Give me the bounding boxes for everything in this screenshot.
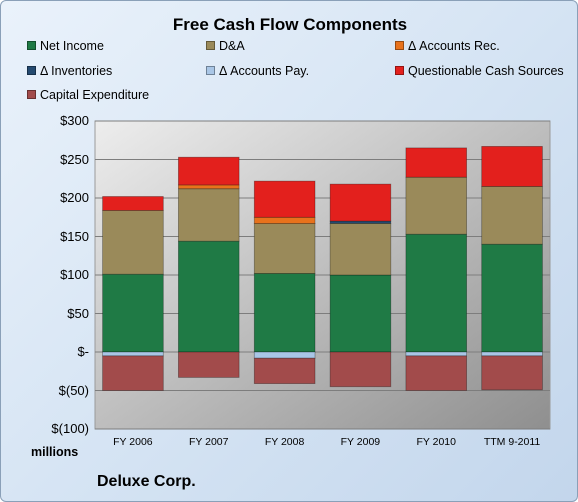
y-tick-label: $150 [60, 228, 89, 244]
bar-segment [177, 188, 240, 242]
bars [102, 145, 543, 391]
legend-label: Δ Accounts Rec. [408, 39, 500, 53]
y-tick-label: $(100) [51, 421, 89, 436]
bar-segment [329, 183, 392, 222]
legend-item: Net Income [27, 39, 104, 53]
x-tick-label: FY 2007 [188, 436, 229, 448]
bar-segment [405, 176, 467, 235]
bar-segment [102, 273, 164, 353]
legend-item: Questionable Cash Sources [395, 64, 564, 78]
y-tick-label: $200 [60, 190, 89, 205]
bar-segment [481, 145, 543, 187]
legend-item: Capital Expenditure [27, 88, 149, 102]
bar-segment [405, 351, 467, 357]
bar-segment [177, 156, 240, 186]
legend-item: Δ Accounts Rec. [395, 39, 500, 53]
y-tick-label: $(50) [58, 382, 89, 398]
legend-item: Δ Accounts Pay. [206, 64, 309, 78]
bar-segment [102, 355, 164, 391]
legend-label: D&A [219, 39, 245, 53]
bar-segment [329, 274, 392, 353]
legend-label: Questionable Cash Sources [408, 64, 564, 78]
units-label: millions [31, 445, 79, 459]
bar-segment [405, 233, 467, 353]
bar-segment [102, 196, 164, 211]
bar-segment [405, 147, 467, 178]
bar-segment [253, 351, 316, 359]
bar-segment [481, 355, 543, 391]
bar-segment [253, 216, 316, 224]
bar-segment [481, 185, 543, 245]
chart-title: Free Cash Flow Components [172, 15, 408, 34]
legend-label: Net Income [40, 39, 104, 53]
bar-segment [177, 184, 240, 190]
legend-swatch [27, 90, 36, 99]
legend-item: D&A [206, 39, 245, 53]
legend-label: Δ Accounts Pay. [219, 64, 310, 78]
y-tick-label: $250 [60, 151, 89, 167]
legend-swatch [395, 41, 404, 50]
legend-label: Δ Inventories [40, 64, 113, 78]
bar-segment [102, 209, 164, 275]
bar-segment [481, 351, 543, 357]
x-tick-label: TTM 9-2011 [483, 436, 541, 448]
legend-item: Δ Inventories [27, 64, 112, 78]
y-tick-label: $100 [60, 267, 89, 282]
legend-swatch [395, 66, 404, 75]
bar-segment [253, 357, 316, 385]
legend-swatch [27, 66, 36, 75]
bar-segment [253, 273, 316, 353]
x-tick-label: FY 2009 [340, 436, 381, 448]
bar-segment [253, 180, 316, 218]
company-label: Deluxe Corp. [97, 473, 196, 490]
legend-swatch [27, 41, 36, 50]
x-tick-label: FY 2008 [264, 436, 305, 448]
bar-segment [253, 222, 316, 274]
x-tick-label: FY 2010 [416, 436, 456, 448]
bar-segment [102, 351, 164, 357]
bar-segment [405, 355, 467, 391]
legend-swatch [206, 41, 215, 50]
bar-segment [481, 243, 543, 353]
y-tick-label: $- [77, 344, 89, 359]
bar-segment [329, 351, 392, 388]
legend-swatch [206, 66, 215, 75]
bar-segment [177, 240, 240, 353]
bar-segment [329, 222, 392, 276]
y-tick-label: $50 [67, 305, 89, 321]
gridlines [95, 120, 550, 430]
legend-label: Capital Expenditure [40, 88, 150, 102]
x-tick-label: FY 2006 [113, 436, 153, 448]
bar-segment [177, 351, 240, 378]
y-tick-label: $300 [60, 113, 89, 128]
